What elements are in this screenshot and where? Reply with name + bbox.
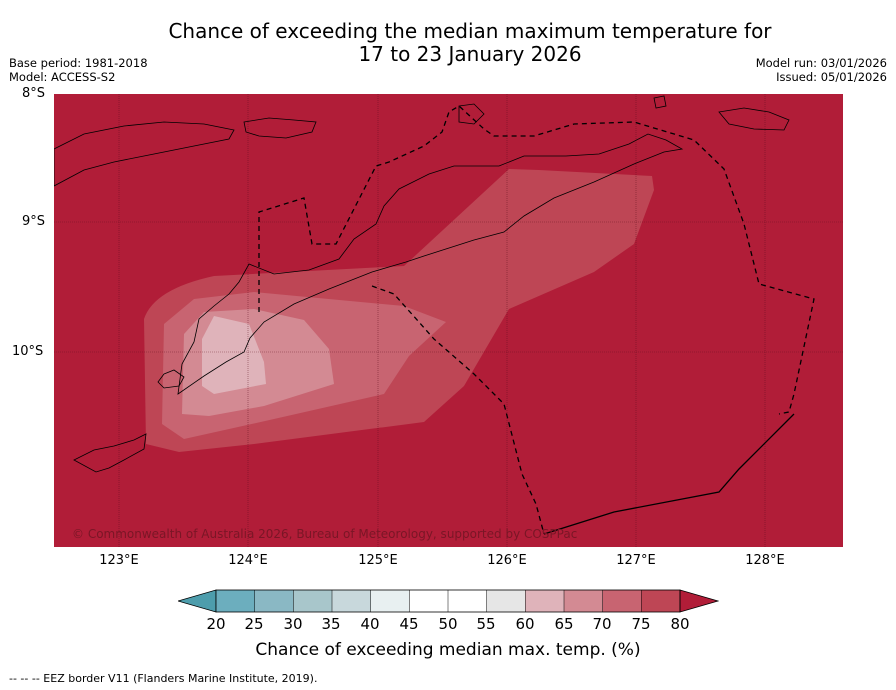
base-period: Base period: 1981-2018	[9, 56, 148, 70]
lat-label-9s: 9°S	[22, 214, 46, 229]
colorbar-tick-45: 45	[399, 615, 419, 633]
colorbar-tick-70: 70	[592, 615, 612, 633]
chart-title: Chance of exceeding the median maximum t…	[0, 20, 896, 66]
colorbar-segment-75-80	[641, 590, 681, 612]
model-name: Model: ACCESS-S2	[9, 70, 116, 84]
colorbar-segment-50-55	[448, 590, 487, 612]
issued-date: Issued: 05/01/2026	[776, 70, 887, 84]
wetar-island-coastline	[458, 103, 485, 125]
lon-label-125e: 125°E	[358, 553, 398, 568]
colorbar-segment-55-60	[486, 590, 526, 612]
colorbar-segment-60-65	[525, 590, 565, 612]
colorbar-tick-30: 30	[283, 615, 303, 633]
eez-border	[258, 105, 815, 535]
lon-label-126e: 126°E	[487, 553, 527, 568]
colorbar-tick-55: 55	[476, 615, 496, 633]
lon-label-127e: 127°E	[616, 553, 656, 568]
colorbar-segment-20-25	[216, 590, 255, 612]
rote-island-coastline	[157, 369, 185, 389]
lat-label-10s: 10°S	[12, 344, 44, 359]
flores-island-coastline	[54, 121, 235, 187]
lon-label-123e: 123°E	[99, 553, 139, 568]
eez-border-solid	[543, 413, 795, 535]
colorbar-tick-20: 20	[206, 615, 226, 633]
colorbar-title: Chance of exceeding median max. temp. (%…	[255, 640, 641, 660]
lon-label-124e: 124°E	[228, 553, 268, 568]
colorbar-tick-40: 40	[360, 615, 380, 633]
colorbar-tick-50: 50	[438, 615, 458, 633]
colorbar-segment-30-35	[293, 590, 333, 612]
colorbar-segment-35-40	[332, 590, 371, 612]
colorbar-tick-25: 25	[244, 615, 264, 633]
lat-label-8s: 8°S	[22, 86, 46, 101]
colorbar-frame	[215, 589, 681, 613]
probability-map: © Commonwealth of Australia 2026, Bureau…	[54, 94, 843, 547]
alor-island-coastline	[243, 117, 317, 139]
colorbar-segment-65-70	[564, 590, 603, 612]
small-island-coastline	[653, 95, 667, 109]
colorbar-tick-65: 65	[554, 615, 574, 633]
title-line-1: Chance of exceeding the median maximum t…	[168, 19, 772, 43]
colorbar-tick-80: 80	[670, 615, 690, 633]
coastlines	[54, 95, 790, 473]
zone-60-65	[202, 316, 266, 394]
colorbar-tick-60: 60	[515, 615, 535, 633]
map-copyright: © Commonwealth of Australia 2026, Bureau…	[72, 527, 577, 541]
timor-coastline	[177, 133, 684, 395]
colorbar-segment-70-75	[602, 590, 642, 612]
eez-footnote: -- -- -- EEZ border V11 (Flanders Marine…	[9, 672, 318, 685]
sumba-island-coastline	[73, 433, 147, 473]
title-line-2: 17 to 23 January 2026	[358, 42, 582, 66]
eez-border-south	[371, 285, 545, 535]
lon-label-128e: 128°E	[745, 553, 785, 568]
colorbar-arrow-high	[679, 589, 719, 613]
colorbar-tick-75: 75	[631, 615, 651, 633]
meta-left: Base period: 1981-2018 Model: ACCESS-S2	[9, 56, 148, 84]
colorbar-arrow-low	[178, 589, 217, 613]
meta-right: Model run: 03/01/2026 Issued: 05/01/2026	[756, 56, 887, 84]
colorbar-segment-25-30	[254, 590, 294, 612]
eez-border-north	[258, 105, 815, 415]
colorbar-tick-35: 35	[321, 615, 341, 633]
colorbar	[178, 589, 719, 613]
colorbar-segment-40-45	[370, 590, 410, 612]
colorbar-segment-45-50	[409, 590, 449, 612]
model-run: Model run: 03/01/2026	[755, 56, 887, 70]
colorbar-segments	[216, 590, 681, 612]
babar-island-coastline	[718, 107, 790, 131]
